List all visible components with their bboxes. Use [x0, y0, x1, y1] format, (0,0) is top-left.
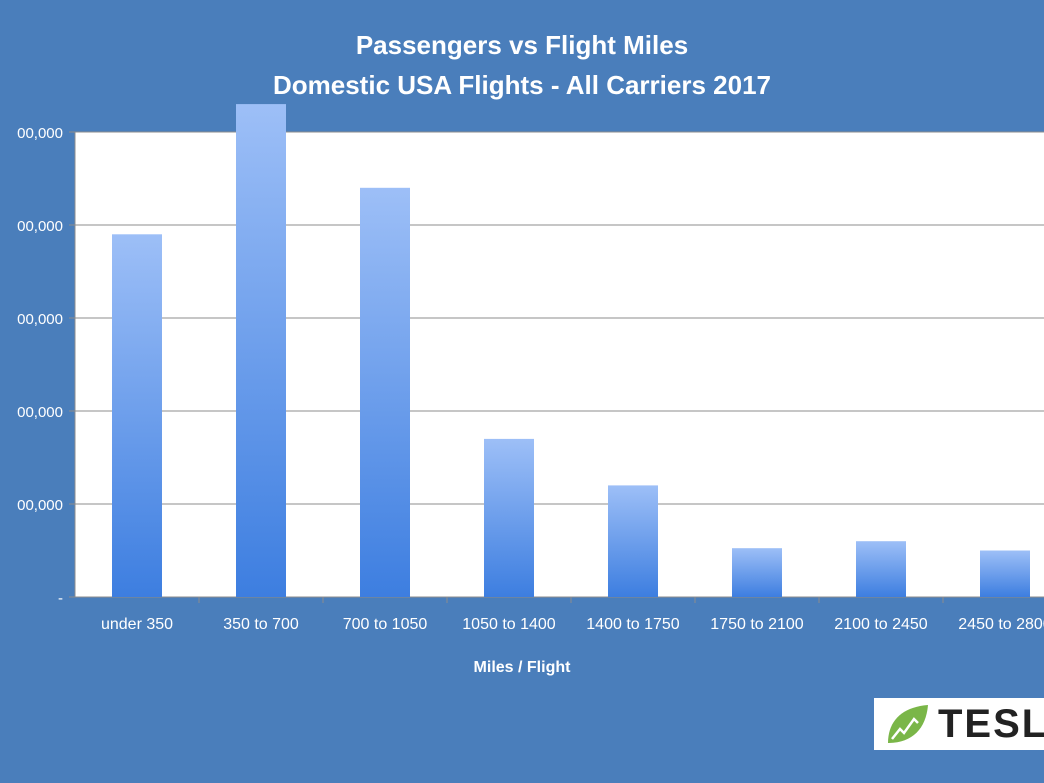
y-tick-label: 00,000	[17, 311, 63, 328]
x-tick-label: 1400 to 1750	[586, 616, 680, 633]
y-tick-label: -	[58, 590, 63, 607]
bar	[856, 541, 906, 597]
bar	[360, 187, 410, 598]
y-tick-label: 00,000	[17, 497, 63, 514]
bar	[112, 234, 162, 598]
bar	[236, 104, 286, 597]
y-tick-label: 00,000	[17, 404, 63, 421]
x-tick-label: 350 to 700	[223, 616, 299, 633]
leaf-icon	[888, 705, 928, 743]
y-tick-label: 00,000	[17, 218, 63, 235]
x-tick-label: 2450 to 2800	[958, 616, 1044, 633]
tesla-logo: TESLA	[874, 698, 1044, 750]
x-tick-label: 1050 to 1400	[462, 616, 556, 633]
x-axis-label: Miles / Flight	[473, 659, 571, 676]
y-tick-label: 00,000	[17, 125, 63, 142]
bar	[980, 550, 1030, 597]
x-tick-label: 1750 to 2100	[710, 616, 804, 633]
x-tick-label: 2100 to 2450	[834, 616, 928, 633]
plot-area	[75, 132, 1044, 597]
bar	[732, 548, 782, 597]
bar	[484, 438, 534, 597]
bar	[608, 485, 658, 597]
x-tick-label: under 350	[101, 616, 173, 633]
chart-subtitle: Domestic USA Flights - All Carriers 2017	[272, 70, 771, 100]
logo-text: TESLA	[938, 702, 1044, 746]
x-tick-label: 700 to 1050	[343, 616, 428, 633]
chart-title: Passengers vs Flight Miles	[355, 30, 689, 60]
